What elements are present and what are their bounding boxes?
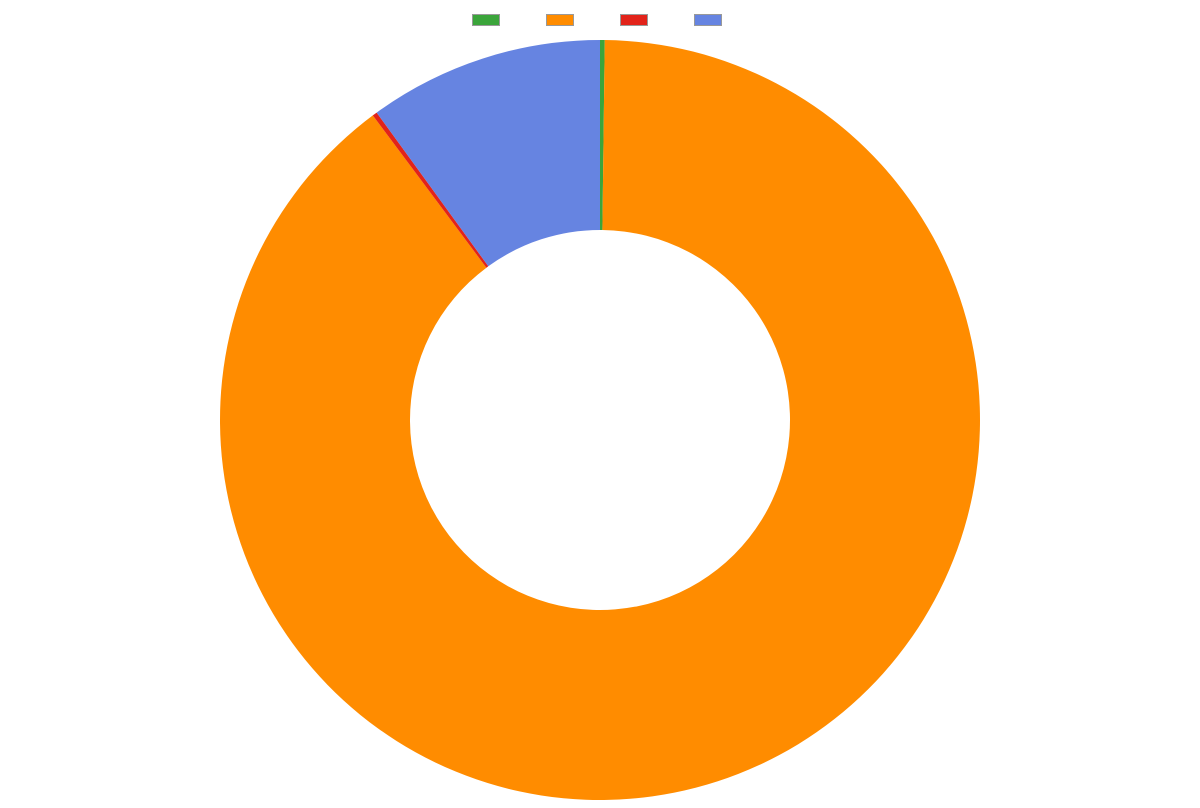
legend-swatch-0 — [472, 14, 500, 26]
legend-swatch-1 — [546, 14, 574, 26]
legend-swatch-2 — [620, 14, 648, 26]
legend-swatch-3 — [694, 14, 722, 26]
legend-item-0 — [472, 8, 506, 32]
legend-item-3 — [694, 8, 728, 32]
donut-chart — [0, 32, 1200, 808]
legend-item-1 — [546, 8, 580, 32]
legend-item-2 — [620, 8, 654, 32]
chart-legend — [0, 0, 1200, 32]
